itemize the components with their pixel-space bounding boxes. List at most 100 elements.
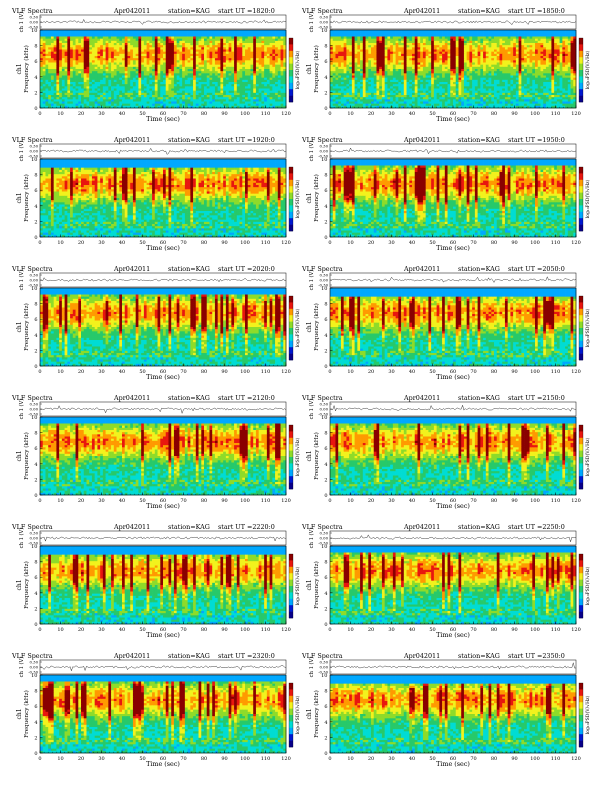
spectrogram-cell: [272, 47, 275, 50]
spectrogram-cell: [259, 34, 262, 37]
spectrogram-cell: [106, 32, 109, 35]
spectrogram-cell: [136, 50, 139, 53]
spectrogram-cell: [125, 47, 128, 50]
spectrogram-cell: [59, 32, 62, 35]
spectrogram-cell: [261, 32, 264, 35]
spectrogram-cell: [67, 37, 70, 40]
spectrogram-cell: [218, 43, 221, 46]
spectrogram-cell: [201, 39, 204, 42]
spectrogram-cell: [78, 41, 81, 44]
spectrogram-cell: [84, 37, 87, 40]
spectrogram-cell: [267, 50, 270, 53]
spectrogram-cell: [201, 34, 204, 37]
spectrogram-cell: [59, 52, 62, 55]
spectrogram-cell: [56, 45, 59, 48]
spectrogram-cell: [281, 45, 284, 48]
spectrogram-cell: [78, 34, 81, 37]
spectrogram-cell: [122, 39, 125, 42]
spectrogram-cell: [103, 39, 106, 42]
spectrogram-cell: [207, 37, 210, 40]
spectrogram-cell: [185, 34, 188, 37]
spectrogram-cell: [56, 37, 59, 40]
spectrogram-cell: [76, 47, 79, 50]
spectrogram-cell: [117, 34, 120, 37]
spectrogram-cell: [207, 50, 210, 53]
spectrogram-cell: [240, 43, 243, 46]
spectrogram-cell: [147, 41, 150, 44]
spectrogram-cell: [250, 45, 253, 48]
spectrogram-cell: [234, 39, 237, 42]
spectrogram-cell: [111, 39, 114, 42]
spectrogram-cell: [199, 39, 202, 42]
spectrogram-cell: [130, 30, 133, 33]
spectrogram-cell: [117, 45, 120, 48]
spectrogram-cell: [190, 43, 193, 46]
vlf-spectra-page: VLF SpectraApr042011station=KAGstart UT …: [0, 0, 612, 792]
spectrogram-cell: [199, 30, 202, 33]
spectrogram-cell: [275, 30, 278, 33]
spectrogram-cell: [158, 34, 161, 37]
spectrogram-cell: [81, 30, 84, 33]
spectrogram-cell: [103, 50, 106, 53]
spectrogram-cell: [215, 32, 218, 35]
spectrogram-cell: [48, 45, 51, 48]
spectrogram-cell: [73, 37, 76, 40]
spectrogram-cell: [234, 41, 237, 44]
spectrogram-cell: [144, 50, 147, 53]
spectrogram-cell: [45, 30, 48, 33]
spectrogram-cell: [204, 32, 207, 35]
spectrogram-cell: [70, 50, 73, 53]
spectrogram-cell: [256, 45, 259, 48]
spectrogram-cell: [86, 52, 89, 55]
spectrogram-cell: [54, 47, 57, 50]
spectrogram-cell: [67, 39, 70, 42]
spectrogram-cell: [40, 32, 43, 35]
spectrogram-cell: [97, 32, 100, 35]
spectrogram-cell: [226, 47, 229, 50]
spectrogram-cell: [253, 50, 256, 53]
spectrogram-cell: [215, 37, 218, 40]
spectrogram-cell: [212, 50, 215, 53]
spectrogram-cell: [166, 50, 169, 53]
spectrogram-cell: [136, 41, 139, 44]
spectrogram-cell: [267, 45, 270, 48]
spectrogram-cell: [250, 32, 253, 35]
spectrogram-cell: [212, 47, 215, 50]
spectrogram-cell: [89, 47, 92, 50]
spectrogram-cell: [92, 39, 95, 42]
spectrogram-cell: [275, 41, 278, 44]
spectrogram-cell: [168, 34, 171, 37]
spectrogram-cell: [45, 39, 48, 42]
spectrogram-cell: [245, 34, 248, 37]
spectrogram-cell: [212, 39, 215, 42]
spectrogram-cell: [76, 37, 79, 40]
spectrogram-cell: [174, 41, 177, 44]
spectrogram-cell: [40, 37, 43, 40]
spectrogram-cell: [89, 34, 92, 37]
spectrogram-cell: [133, 47, 136, 50]
spectrogram-cell: [127, 50, 130, 53]
spectrogram-cell: [163, 32, 166, 35]
spectrogram-cell: [65, 45, 68, 48]
spectrogram-cell: [106, 47, 109, 50]
spectrogram-cell: [259, 30, 262, 33]
spectrogram-cell: [209, 34, 212, 37]
spectrogram-cell: [248, 39, 251, 42]
spectrogram-cell: [84, 47, 87, 50]
spectrogram-cell: [245, 32, 248, 35]
spectrogram-cell: [133, 34, 136, 37]
spectrogram-cell: [188, 30, 191, 33]
spectrogram-cell: [149, 41, 152, 44]
spectrogram-cell: [111, 50, 114, 53]
spectrogram-cell: [272, 39, 275, 42]
spectrogram-cell: [111, 32, 114, 35]
spectrogram-cell: [223, 47, 226, 50]
spectrogram-cell: [103, 47, 106, 50]
spectrogram-cell: [256, 34, 259, 37]
spectrogram-cell: [209, 50, 212, 53]
spectrogram-cell: [193, 43, 196, 46]
spectrogram-cell: [141, 37, 144, 40]
spectrogram-cell: [163, 43, 166, 46]
spectrogram-cell: [231, 43, 234, 46]
spectrogram-cell: [56, 43, 59, 46]
